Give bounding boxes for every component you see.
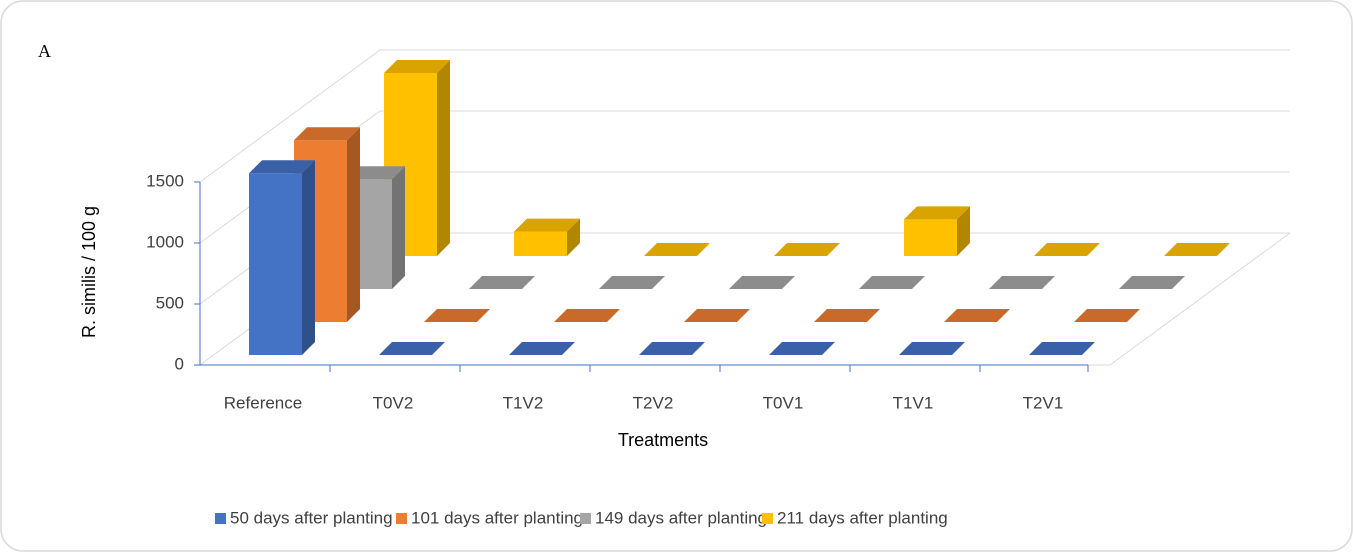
bar [684,309,750,322]
bar [989,276,1055,289]
bar [1074,309,1140,322]
x-tick-label: Reference [224,393,302,412]
bar-top [904,206,970,220]
bar-top [684,309,750,322]
y-axis-title: R. similis / 100 g [79,206,99,338]
legend-swatch [396,513,407,524]
bar-front [249,173,302,355]
bar-side [567,218,580,256]
plot-area [249,60,1230,355]
bar [1029,342,1095,355]
bar [379,342,445,355]
bar [1034,243,1100,256]
legend-label: 50 days after planting [230,508,393,527]
bar-top [899,342,965,355]
grid-line [199,49,1290,183]
bar-top [1164,243,1230,256]
bar-top [769,342,835,355]
legend-label: 149 days after planting [595,508,767,527]
bar-top [514,218,580,232]
bar-top [774,243,840,256]
bar-top [944,309,1010,322]
bar-side [302,160,315,355]
x-tick-label: T2V2 [633,393,674,412]
bar [514,218,580,256]
x-axis-title: Treatments [618,430,708,450]
bar-top [1034,243,1100,256]
bar-top [639,342,705,355]
x-tick-label: T2V1 [1023,393,1064,412]
bar [644,243,710,256]
bar [1164,243,1230,256]
bar [899,342,965,355]
x-tick-label: T0V1 [763,393,804,412]
x-tick-label: T1V1 [893,393,934,412]
bar [249,160,315,355]
bar-top [1119,276,1185,289]
bar-top [599,276,665,289]
bar-top [424,309,490,322]
bar-side [392,166,405,289]
x-tick-label: T0V2 [373,393,414,412]
bar-top [249,160,315,174]
bar [944,309,1010,322]
y-tick-label: 500 [156,293,184,312]
bar [904,206,970,256]
legend-label: 211 days after planting [777,508,948,527]
bar-top [814,309,880,322]
bar [769,342,835,355]
bar-front [904,219,957,256]
bar-top [644,243,710,256]
chart-title: A [38,41,51,61]
bar-top [554,309,620,322]
bar-top [509,342,575,355]
x-tick-label: T1V2 [503,393,544,412]
bar [774,243,840,256]
bar-top [729,276,795,289]
bar [599,276,665,289]
bar [509,342,575,355]
bar-side [957,206,970,256]
bar [424,309,490,322]
y-tick-label: 1000 [146,232,184,251]
bar [639,342,705,355]
bar [554,309,620,322]
legend-label: 101 days after planting [411,508,583,527]
legend-swatch [580,513,591,524]
bar-top [1029,342,1095,355]
bar-top [989,276,1055,289]
bar [384,60,450,256]
legend-swatch [215,513,226,524]
bar-top [294,127,360,141]
bar-top [379,342,445,355]
legend: 50 days after planting 101 days after pla… [215,508,948,527]
bar-top [469,276,535,289]
bar [729,276,795,289]
legend-swatch [762,513,773,524]
y-tick-label: 1500 [146,171,184,190]
bar-top [384,60,450,73]
floor-line [1109,232,1291,366]
bar [859,276,925,289]
bar-front [514,231,567,256]
bar-side [347,127,360,322]
bar [1119,276,1185,289]
y-tick-label: 0 [175,354,184,373]
bar-top [1074,309,1140,322]
bar-side [437,60,450,256]
bar [814,309,880,322]
bar-top [859,276,925,289]
bar [469,276,535,289]
